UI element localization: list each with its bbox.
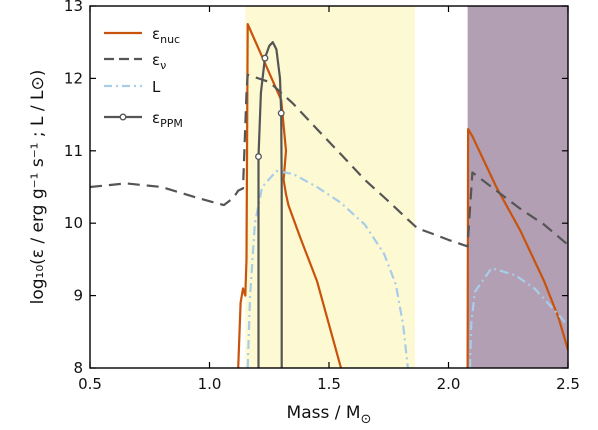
y-tick-label-2: 10 [64, 214, 83, 232]
y-tick-label-0: 8 [73, 359, 83, 377]
series-marker-3-0 [255, 153, 262, 161]
legend: εnuc εν L εPPM [104, 25, 183, 130]
x-axis-label: Mass / M⊙ [287, 403, 372, 427]
y-tick-label-4: 12 [64, 69, 83, 87]
series-line-1-0 [90, 73, 568, 248]
legend-label-eps-nu: εν [152, 51, 166, 72]
y-tick-label-5: 13 [64, 0, 83, 15]
shaded-region-0 [245, 6, 416, 368]
legend-marker-eps-ppm [119, 113, 127, 121]
series-marker-3-2 [277, 109, 285, 117]
x-tick-label-4: 2.5 [556, 375, 580, 393]
legend-label-eps-ppm: εPPM [152, 109, 183, 130]
x-tick-label-0: 0.5 [78, 375, 102, 393]
x-tick-label-2: 1.5 [317, 375, 341, 393]
y-tick-label-1: 9 [73, 287, 83, 305]
legend-label-eps-nuc: εnuc [152, 25, 180, 46]
shaded-region-1 [467, 6, 568, 368]
y-tick-label-3: 11 [64, 142, 83, 160]
series-marker-3-1 [261, 54, 269, 62]
series-layer [90, 23, 568, 368]
shaded-regions [245, 6, 568, 368]
axis-ticks: 0.5 1.0 1.5 2.0 2.5 8 9 10 11 12 13 [64, 0, 580, 393]
x-tick-label-1: 1.0 [198, 375, 222, 393]
x-tick-label-3: 2.0 [437, 375, 461, 393]
y-axis-label: log₁₀(ε / erg g⁻¹ s⁻¹ ; L / L⊙) [28, 70, 48, 305]
series-line-2-0 [246, 170, 409, 368]
series-line-3-0 [257, 41, 283, 368]
legend-label-L: L [152, 78, 161, 96]
